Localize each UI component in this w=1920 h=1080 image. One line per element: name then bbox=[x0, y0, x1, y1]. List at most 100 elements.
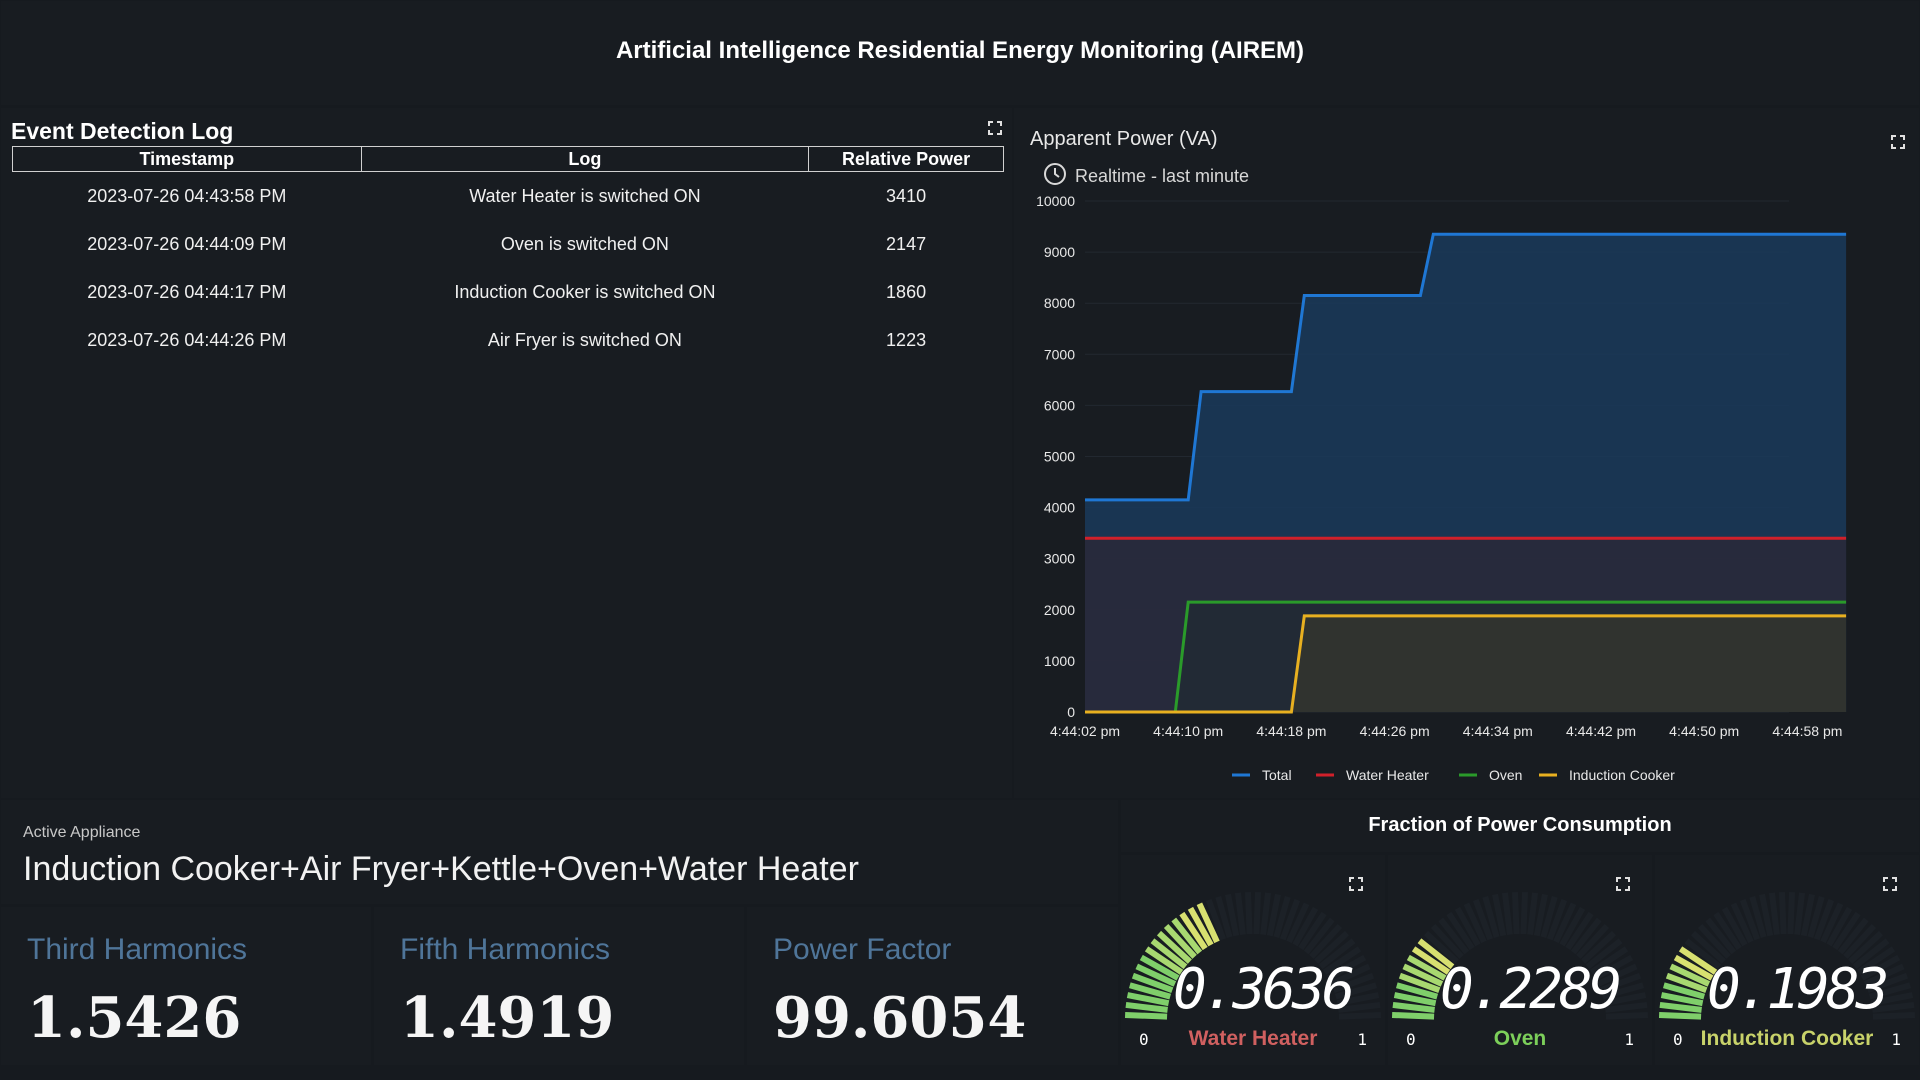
power-factor-panel: Power Factor 99.6054 bbox=[747, 907, 1118, 1065]
gauge-segment-empty bbox=[1794, 892, 1806, 935]
gauge-segment-empty bbox=[1860, 954, 1901, 981]
x-tick-label: 4:44:10 pm bbox=[1153, 723, 1223, 739]
gauge-segment-filled bbox=[1163, 923, 1197, 959]
y-tick-label: 9000 bbox=[1044, 244, 1075, 260]
gauge-segment-empty bbox=[1832, 911, 1861, 951]
fraction-title: Fraction of Power Consumption bbox=[1368, 814, 1672, 836]
gauge-segment-empty bbox=[1334, 982, 1378, 1000]
gauge-arc bbox=[1124, 891, 1382, 1020]
cell-relative-power: 1223 bbox=[886, 329, 927, 350]
gauge-segment-empty bbox=[1423, 930, 1459, 964]
gauge-min: 0 bbox=[1139, 1030, 1149, 1049]
gauge-segment-filled bbox=[1150, 938, 1188, 970]
gauge-segment-filled bbox=[1124, 1011, 1168, 1020]
gauge-segment-empty bbox=[1843, 923, 1877, 959]
gauge-segment-filled bbox=[1662, 982, 1706, 1000]
gauge-arc bbox=[1658, 891, 1916, 1020]
table-row: 2023-07-26 04:44:17 PM Induction Cooker … bbox=[13, 268, 1004, 316]
gauge-segment-empty bbox=[1872, 1001, 1915, 1013]
expand-icon[interactable] bbox=[1349, 877, 1363, 891]
gauge-segment-empty bbox=[1472, 898, 1494, 941]
gauge-segment-filled bbox=[1171, 917, 1203, 955]
gauge-segment-empty bbox=[1438, 917, 1470, 955]
gauge-segment-empty bbox=[1721, 906, 1748, 947]
gauge-segment-empty bbox=[1205, 898, 1227, 941]
gauge-segment-empty bbox=[1872, 1011, 1916, 1020]
gauge-segment-empty bbox=[1336, 992, 1380, 1007]
y-tick-label: 1000 bbox=[1044, 653, 1075, 669]
gauge-segment-empty bbox=[1605, 1001, 1648, 1013]
gauge-segment-filled bbox=[1391, 1011, 1435, 1020]
legend-entry: Total bbox=[1262, 767, 1292, 783]
y-tick-label: 8000 bbox=[1044, 295, 1075, 311]
gauge-segment-empty bbox=[1463, 902, 1487, 944]
gauge-segment-filled bbox=[1392, 1001, 1435, 1013]
page-title: Artificial Intelligence Residential Ener… bbox=[615, 37, 1305, 64]
gauge-segment-filled bbox=[1126, 992, 1170, 1007]
gauge-segment-filled bbox=[1393, 992, 1437, 1007]
gauge-segment-empty bbox=[1690, 930, 1726, 964]
gauge-segment-empty bbox=[1234, 892, 1246, 935]
y-tick-label: 2000 bbox=[1044, 602, 1075, 618]
gauge-segment-empty bbox=[1813, 898, 1835, 941]
gauge-water-heater: 0.3636 0 1 Water Heater bbox=[1121, 855, 1385, 1065]
x-tick-label: 4:44:50 pm bbox=[1669, 723, 1739, 739]
gauge-segment-empty bbox=[1318, 938, 1356, 970]
gauge-segment-empty bbox=[1684, 938, 1722, 970]
event-log-panel: Event Detection Log Timestamp Log Relati… bbox=[1, 108, 1012, 798]
gauge-segment-empty bbox=[1807, 895, 1825, 939]
chart-subtitle: Realtime - last minute bbox=[1075, 166, 1250, 186]
gauge-segment-empty bbox=[1778, 891, 1787, 935]
gauge-segment-filled bbox=[1398, 972, 1441, 994]
table-row: 2023-07-26 04:44:26 PM Air Fryer is swit… bbox=[13, 316, 1004, 364]
gauge-segment-empty bbox=[1593, 954, 1634, 981]
gauge-segment-empty bbox=[1820, 902, 1844, 944]
gauge-segment-filled bbox=[1131, 972, 1174, 994]
gauge-segment-filled bbox=[1665, 972, 1708, 994]
x-tick-label: 4:44:34 pm bbox=[1463, 723, 1533, 739]
column-header-relative-power[interactable]: Relative Power bbox=[808, 146, 1004, 172]
column-header-timestamp[interactable]: Timestamp bbox=[12, 146, 362, 172]
expand-icon[interactable] bbox=[1883, 877, 1897, 891]
gauge-segment-empty bbox=[1225, 893, 1240, 937]
y-tick-label: 7000 bbox=[1044, 346, 1075, 362]
stat-value: 1.5426 bbox=[27, 985, 242, 1051]
table-header-row: Timestamp Log Relative Power bbox=[12, 146, 1004, 172]
gauge-segment-empty bbox=[1303, 917, 1335, 955]
gauge-segment-filled bbox=[1395, 982, 1439, 1000]
gauge-segment-empty bbox=[1837, 917, 1869, 955]
gauge-name: Induction Cooker bbox=[1700, 1027, 1874, 1050]
gauge-max: 1 bbox=[1357, 1030, 1367, 1049]
expand-icon[interactable] bbox=[988, 121, 1002, 135]
gauge-segment-filled bbox=[1179, 911, 1208, 951]
gauge-segment-empty bbox=[1863, 963, 1905, 987]
gauge-name: Water Heater bbox=[1188, 1027, 1318, 1050]
gauge-segment-empty bbox=[1253, 891, 1262, 935]
gauge-segment-empty bbox=[1856, 946, 1896, 975]
cell-log: Air Fryer is switched ON bbox=[487, 329, 682, 350]
column-header-log[interactable]: Log bbox=[360, 146, 810, 172]
gauge-segment-filled bbox=[1406, 954, 1447, 981]
gauge-segment-empty bbox=[1511, 891, 1520, 935]
stat-value: 1.4919 bbox=[400, 985, 615, 1051]
expand-icon[interactable] bbox=[1616, 877, 1630, 891]
gauge-value: 0.2289 bbox=[1440, 957, 1622, 1022]
gauge-segment-empty bbox=[1430, 923, 1464, 959]
fifth-harmonics-panel: Fifth Harmonics 1.4919 bbox=[374, 907, 744, 1065]
gauge-segment-filled bbox=[1125, 1001, 1168, 1013]
gauge-segment-empty bbox=[1332, 972, 1375, 994]
gauge-segment-empty bbox=[1787, 891, 1796, 935]
chart-plot-area[interactable]: 0 1000 2000 3000 4000 5000 6000 7000 8000 9000 100… bbox=[1014, 108, 1919, 798]
gauge-segment-empty bbox=[1852, 938, 1890, 970]
cell-timestamp: 2023-07-26 04:44:26 PM bbox=[87, 329, 287, 350]
active-appliance-label: Active Appliance bbox=[23, 824, 141, 841]
expand-icon[interactable] bbox=[1891, 135, 1905, 149]
gauge-segment-empty bbox=[1266, 893, 1281, 937]
event-log-table: Timestamp Log Relative Power 2023-07-26 … bbox=[12, 146, 1004, 364]
gauge-segment-filled bbox=[1135, 963, 1177, 987]
gauge-segment-filled bbox=[1128, 982, 1172, 1000]
gauge-segment-empty bbox=[1599, 972, 1642, 994]
table-row: 2023-07-26 04:44:09 PM Oven is switched … bbox=[13, 220, 1004, 268]
x-tick-label: 4:44:42 pm bbox=[1566, 723, 1636, 739]
gauge-segment-empty bbox=[1553, 902, 1577, 944]
